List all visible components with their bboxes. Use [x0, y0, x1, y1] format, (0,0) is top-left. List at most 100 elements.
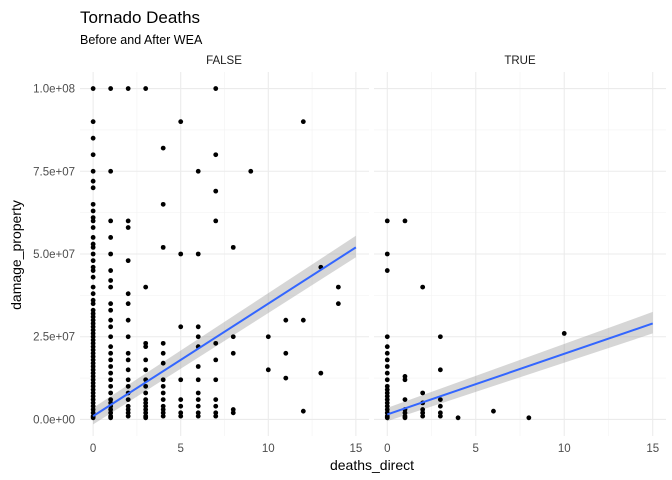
data-point: [125, 86, 131, 91]
data-point: [125, 225, 131, 230]
data-point: [384, 387, 390, 393]
data-point: [384, 415, 390, 421]
data-point: [90, 208, 96, 214]
data-point: [143, 390, 149, 396]
data-point: [318, 370, 324, 376]
y-tick-label: 1.0e+08: [33, 84, 75, 96]
data-point: [384, 357, 390, 363]
data-point: [125, 357, 131, 363]
data-point: [437, 397, 443, 402]
data-point: [384, 370, 390, 376]
data-point: [230, 350, 236, 356]
data-point: [90, 268, 96, 273]
data-point: [108, 86, 114, 91]
data-point: [125, 403, 131, 409]
data-point: [90, 344, 96, 350]
data-point: [195, 410, 201, 416]
data-point: [195, 324, 201, 330]
data-point: [90, 415, 96, 421]
data-point: [90, 321, 96, 326]
data-point: [125, 377, 131, 383]
data-point: [108, 344, 114, 350]
data-point: [90, 215, 96, 221]
data-point: [90, 251, 96, 257]
data-point: [195, 377, 201, 383]
data-point: [125, 407, 131, 412]
data-point: [178, 377, 184, 383]
data-point: [90, 152, 96, 158]
data-point: [108, 317, 114, 323]
data-point: [143, 383, 149, 389]
facet-panel-false: [80, 72, 369, 436]
data-point: [90, 350, 96, 356]
data-point: [160, 201, 166, 207]
data-point: [213, 152, 219, 158]
data-point: [90, 367, 96, 373]
x-tick-label: 15: [349, 443, 362, 455]
data-point: [90, 410, 96, 416]
data-point: [90, 380, 96, 386]
data-point: [384, 344, 390, 350]
data-point: [90, 340, 96, 346]
data-point: [420, 410, 426, 416]
data-point: [300, 317, 306, 323]
data-point: [90, 311, 96, 316]
data-point: [160, 340, 166, 346]
data-point: [213, 413, 219, 419]
data-point: [384, 268, 390, 273]
data-point: [195, 390, 201, 396]
data-point: [195, 403, 201, 409]
data-point: [160, 403, 166, 409]
data-point: [90, 387, 96, 393]
data-point: [384, 393, 390, 399]
data-point: [90, 317, 96, 323]
data-point: [143, 403, 149, 409]
data-point: [90, 383, 96, 389]
data-point: [90, 360, 96, 366]
x-tick-label: 10: [262, 443, 275, 455]
data-point: [230, 334, 236, 340]
data-point: [195, 334, 201, 340]
data-point: [108, 407, 114, 412]
data-point: [384, 397, 390, 402]
data-point: [384, 334, 390, 340]
x-tick-label: 0: [384, 443, 390, 455]
data-point: [437, 403, 443, 409]
data-point: [195, 397, 201, 402]
data-point: [143, 410, 149, 416]
data-point: [108, 301, 114, 307]
data-point: [230, 410, 236, 416]
chart-subtitle: Before and After WEA: [80, 33, 203, 47]
x-tick-label: 15: [646, 443, 659, 455]
data-point: [90, 327, 96, 333]
data-point: [125, 218, 131, 224]
data-point: [108, 410, 114, 416]
data-point: [437, 410, 443, 416]
regression-line: [386, 322, 654, 416]
data-point: [178, 119, 184, 125]
data-point: [90, 334, 96, 340]
data-point: [178, 410, 184, 416]
data-point: [178, 251, 184, 257]
data-point: [160, 407, 166, 412]
data-point: [213, 218, 219, 224]
data-point: [230, 407, 236, 412]
data-point: [402, 377, 408, 383]
data-point: [90, 377, 96, 383]
data-point: [90, 354, 96, 359]
data-point: [125, 383, 131, 389]
data-point: [90, 178, 96, 184]
data-point: [384, 350, 390, 356]
data-point: [108, 415, 114, 421]
data-point: [143, 284, 149, 290]
data-point: [108, 324, 114, 330]
data-point: [125, 410, 131, 416]
data-point: [108, 168, 114, 174]
x-tick-label: 5: [178, 443, 184, 455]
data-point: [125, 397, 131, 402]
data-point: [178, 397, 184, 402]
x-tick-label: 0: [90, 443, 96, 455]
data-point: [178, 403, 184, 409]
data-point: [90, 374, 96, 379]
data-point: [402, 218, 408, 224]
